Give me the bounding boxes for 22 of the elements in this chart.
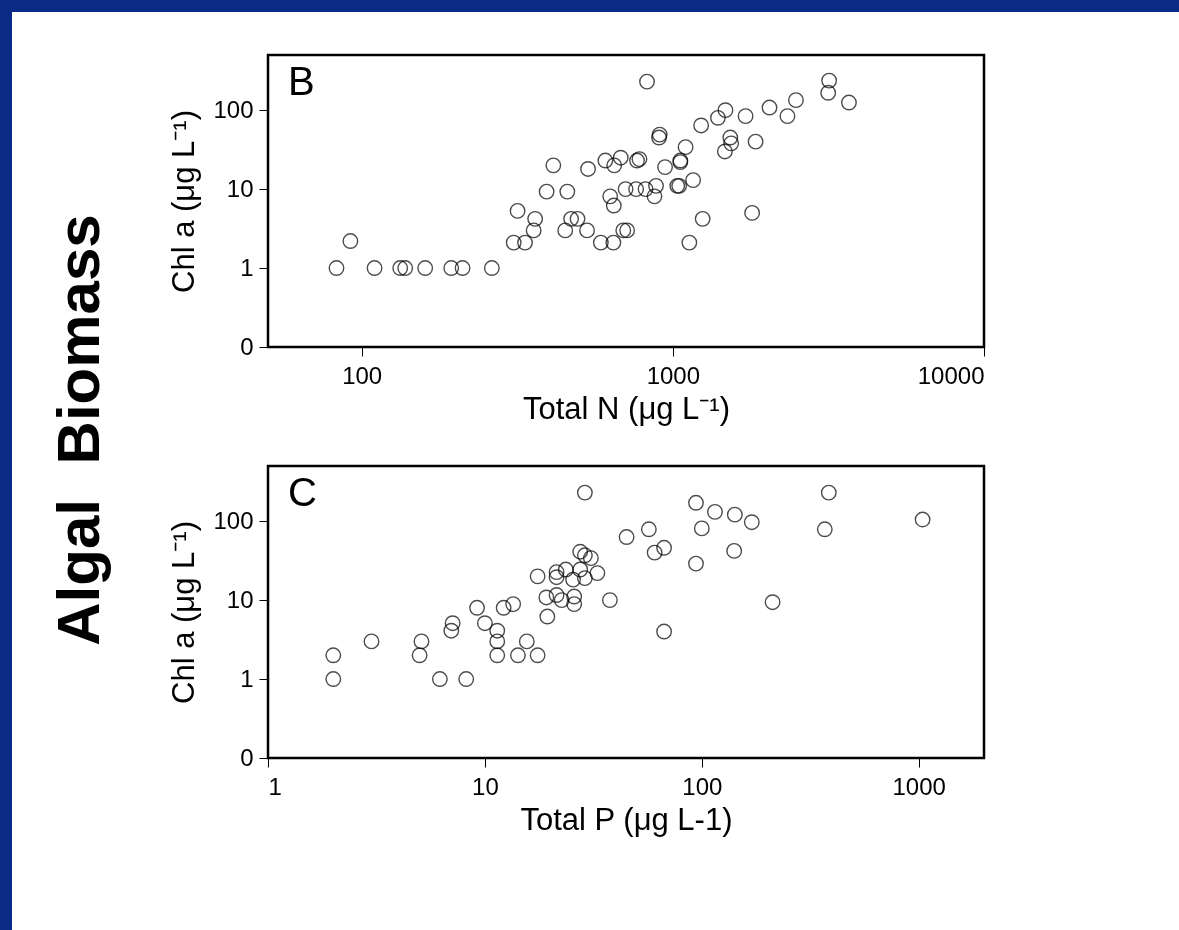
y-tick-label: 0 [240, 743, 254, 771]
text: Algal Biomass [43, 214, 113, 646]
y-tick-label: 1 [240, 664, 254, 692]
x-tick-label: 10000 [917, 361, 985, 389]
y-tick-label: 100 [213, 95, 254, 123]
y-axis-title: Chl a (μg L⁻¹) [166, 110, 202, 293]
x-tick-label: 100 [682, 772, 723, 800]
x-tick-label: 100 [342, 361, 383, 389]
y-tick-label: 100 [213, 506, 254, 534]
chart-title: B [288, 59, 315, 103]
chart-title: C [288, 470, 317, 514]
x-axis-title: Total N (μg L⁻¹) [522, 390, 731, 426]
y-tick-label: 0 [240, 332, 254, 360]
x-tick-label: 10 [472, 772, 499, 800]
x-axis-title: Total P (μg L-1) [520, 801, 733, 837]
x-tick-label: 1 [268, 772, 282, 800]
x-tick-label: 1000 [892, 772, 946, 800]
y-axis-title: Chl a (μg L⁻¹) [166, 521, 202, 704]
y-tick-label: 10 [226, 174, 254, 202]
x-tick-label: 1000 [646, 361, 701, 389]
y-tick-label: 1 [240, 253, 254, 281]
y-tick-label: 10 [226, 585, 254, 613]
